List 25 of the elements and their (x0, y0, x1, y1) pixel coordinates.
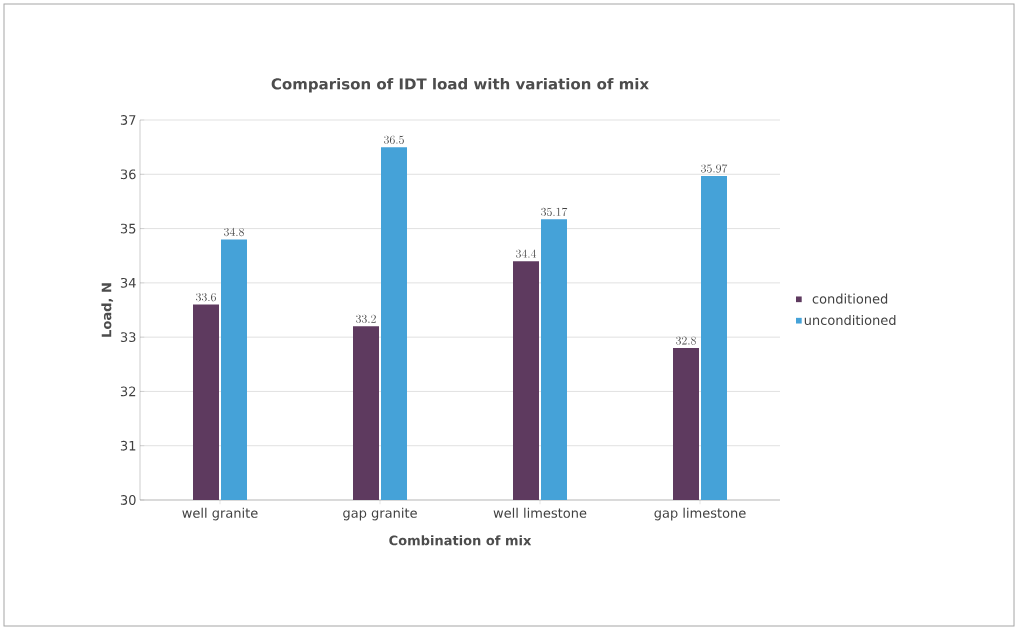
y-tick-label: 37 (120, 115, 136, 125)
legend-label: unconditioned (804, 315, 896, 326)
y-tick-label: 36 (120, 169, 136, 180)
y-tick-label: 32 (120, 386, 136, 397)
data-label: 35.97 (701, 164, 728, 173)
data-label: 33.6 (196, 293, 216, 302)
y-axis-title: Load, N (101, 283, 114, 337)
x-tick-label: gap granite (343, 507, 417, 521)
y-tick-label: 35 (120, 223, 136, 234)
data-label: 36.5 (384, 135, 404, 144)
y-tick-label: 33 (120, 332, 136, 343)
y-tick-label: 31 (120, 440, 136, 451)
data-label: 35. 17 (541, 207, 568, 217)
data-label: 33.2 (356, 314, 376, 324)
data-label: 34.4 (516, 249, 537, 258)
x-tick-label: well granite (182, 507, 258, 521)
chart-title: Comparison of IDT load with variation of mix (271, 77, 649, 93)
data-label: 34.8 (224, 227, 244, 237)
x-tick-label: gap limestone (654, 507, 746, 521)
y-tick-label: 34 (120, 277, 136, 288)
data-label: 32.8 (676, 336, 696, 345)
x-axis-title: Combination of mix (389, 535, 532, 546)
legend-label: conditioned (812, 293, 888, 304)
y-tick-label: 30 (120, 495, 136, 505)
x-tick-label: well limestone (493, 507, 587, 518)
